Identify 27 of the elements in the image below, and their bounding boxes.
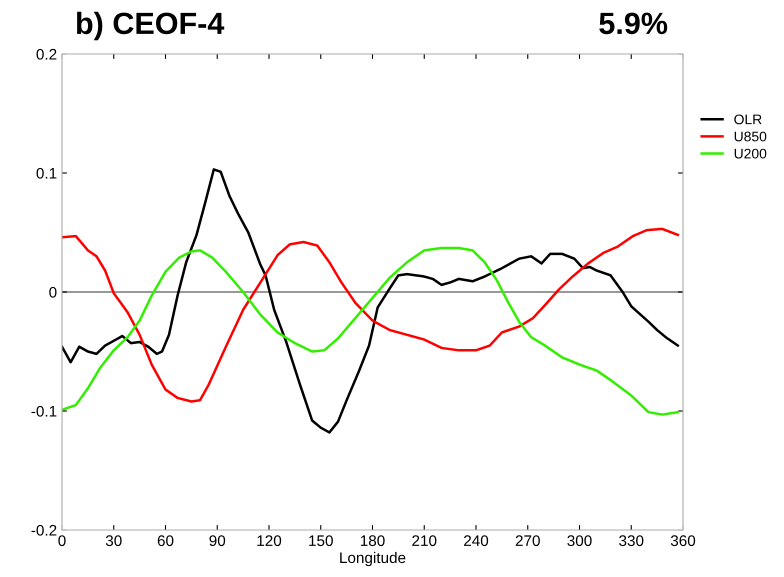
y-tick-label: 0.1 xyxy=(36,168,56,179)
y-tick-label: -0.1 xyxy=(31,406,56,417)
legend-label: U200 xyxy=(734,148,766,159)
x-tick-label: 60 xyxy=(158,535,174,546)
chart-title: b) CEOF-4 xyxy=(77,12,224,40)
x-tick-label: 270 xyxy=(516,535,540,546)
x-tick-label: 240 xyxy=(464,535,488,546)
x-tick-label: 300 xyxy=(567,535,592,546)
x-axis-title: Longitude xyxy=(340,552,406,566)
x-tick-label: 150 xyxy=(309,535,333,546)
line-series xyxy=(62,246,680,416)
line-series xyxy=(62,168,680,434)
line-series xyxy=(62,228,680,403)
text: 5.9% xyxy=(599,12,668,34)
legend-label: U850 xyxy=(734,132,766,142)
x-tick-label: 90 xyxy=(209,535,226,546)
x-tick-label: 120 xyxy=(257,535,282,546)
x-tick-label: 330 xyxy=(619,535,644,546)
y-tick-label: 0 xyxy=(49,286,57,298)
y-tick-label: 0.2 xyxy=(36,48,56,60)
x-tick-label: 30 xyxy=(106,535,122,546)
x-tick-label: 210 xyxy=(412,535,436,546)
legend-label: OLR xyxy=(734,114,762,124)
x-tick-label: 0 xyxy=(58,535,66,546)
y-tick-label: -0.2 xyxy=(31,524,56,536)
x-tick-label: 360 xyxy=(670,535,696,546)
x-tick-label: 180 xyxy=(360,535,385,546)
